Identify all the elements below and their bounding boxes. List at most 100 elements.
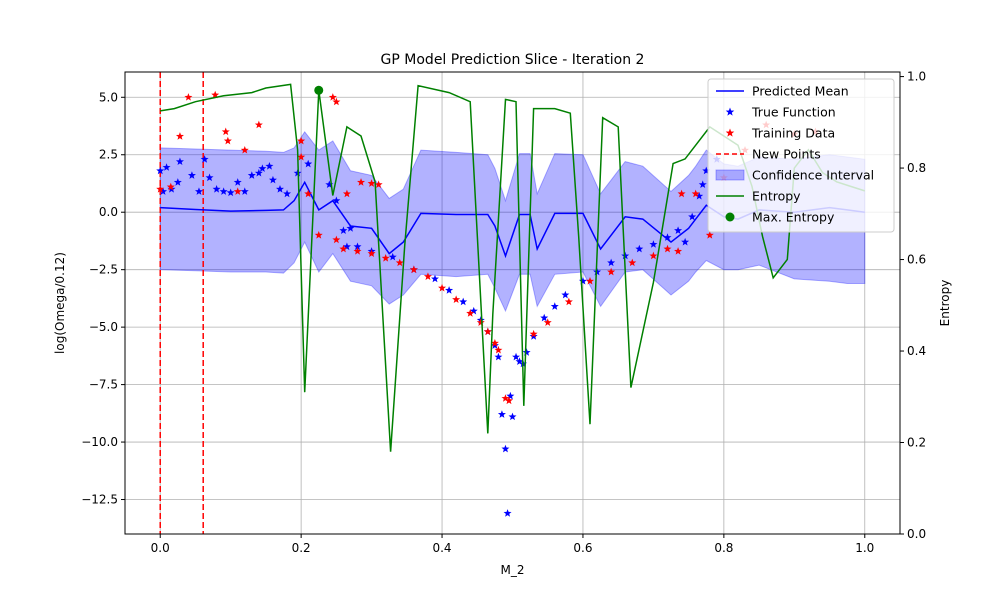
true-function-point [635,244,644,253]
training-data-point [314,230,323,239]
true-function-point [698,180,707,189]
training-data-point [175,132,184,140]
training-data-point [564,297,573,306]
true-function-point [159,187,168,195]
true-function-point [688,212,697,221]
legend-star-swatch [725,128,735,137]
training-data-point [381,253,390,262]
training-data-point [452,295,461,303]
training-data-point [367,249,376,257]
training-data-point [423,272,432,280]
training-data-point [501,394,510,402]
true-function-point [254,168,263,177]
training-data-point [297,152,306,161]
legend-star-swatch [725,107,735,116]
true-function-point [529,332,538,340]
training-data-point [586,276,594,285]
training-data-point [166,182,175,191]
true-function-point [506,391,515,400]
training-data-point [367,179,376,187]
training-data-point [607,267,616,276]
training-data-point [342,189,351,198]
entropy-layer [160,83,866,452]
true-function-point [501,444,510,453]
true-function-point [503,509,512,517]
y-axis-label: log(Omega/0.12) [53,252,67,354]
training-data-point [466,309,475,317]
x-axis-ticks: 0.0 0.2 0.4 0.6 0.8 1.0 [151,534,874,555]
new-points-layer [159,72,204,534]
legend-label: New Points [752,147,821,162]
training-data-point [328,93,337,101]
training-data-point [339,244,348,253]
training-data-point [490,339,499,347]
y-tick-label: −5.0 [89,320,118,334]
legend-label: Training Data [751,126,835,141]
true-function-point [695,191,704,200]
training-data-point [374,180,383,189]
true-function-point [561,290,570,299]
training-data-point [663,244,672,253]
training-data-point [240,145,249,154]
training-data-point [304,189,313,198]
legend-label: Entropy [752,189,801,204]
max-entropy-point [314,85,324,95]
true-function-point [205,173,214,182]
true-function-point [247,171,256,179]
training-data-point [254,120,263,129]
y2-tick-label: 0.2 [907,436,926,450]
true-function-point [469,306,478,315]
training-data-point [529,329,538,338]
training-data-point [211,90,220,99]
training-data-point [494,345,503,354]
true-function-point [346,224,355,232]
true-function-point [550,302,559,310]
true-function-point [621,251,630,260]
true-function-point [226,188,235,197]
true-function-point [681,237,690,246]
training-data-point [476,318,485,326]
true-function-point [674,226,683,234]
y-tick-label: −10.0 [81,435,118,449]
true-function-point [265,162,274,170]
y2-axis-label: Entropy [938,280,952,327]
true-function-point [194,187,203,195]
true-function-point [200,155,209,163]
training-data-point [691,189,700,198]
x-tick-label: 0.0 [151,541,170,555]
training-data-point [332,97,341,106]
true-function-point [540,313,549,322]
x-tick-label: 1.0 [855,541,874,555]
true-function-point [162,163,171,171]
true-function-point [219,187,228,195]
x-tick-label: 0.8 [714,541,733,555]
true-function-point [702,166,711,175]
true-function-point [332,196,341,205]
true-function-point [515,357,524,366]
true-function-point [445,286,454,294]
true-function-point [258,164,267,172]
true-function-point [325,180,334,189]
x-tick-label: 0.6 [573,541,592,555]
y2-tick-label: 1.0 [907,70,926,84]
y-axis-ticks: 5.0 2.5 0.0 −2.5 −5.0 −7.5 −10.0 −12.5 [81,90,125,507]
true-function-point [508,412,517,421]
true-function-point [304,159,313,168]
y2-axis-ticks: 0.0 0.2 0.4 0.6 0.8 1.0 [900,70,926,541]
legend-label: Max. Entropy [752,210,835,225]
y2-tick-label: 0.0 [907,527,926,541]
training-data-point [156,185,165,193]
true-function-point [388,252,397,261]
y-tick-label: 0.0 [99,205,118,219]
legend-label: Confidence Interval [752,168,874,183]
true-function-point [522,348,531,356]
training-data-point [395,258,404,267]
training-data-point [184,93,193,101]
legend: Predicted Mean True Function Training Data… [707,78,895,233]
chart-title: GP Model Prediction Slice - Iteration 2 [381,52,645,68]
true-function-point [512,352,521,361]
true-function-point [156,166,165,175]
plot-frame [124,71,901,535]
true-function-point [240,187,249,195]
true-function-point [276,185,284,193]
